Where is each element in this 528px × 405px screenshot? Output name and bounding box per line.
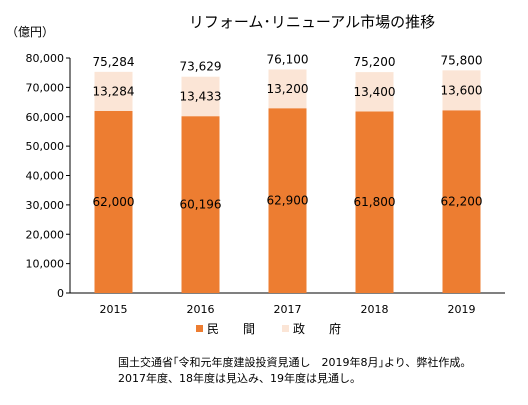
y-tick-label: 50,000 <box>26 140 65 153</box>
data-label: 62,000 <box>93 195 135 209</box>
legend-label: 政 府 <box>293 321 341 336</box>
bar-group: 62,000 13,284 75,284 60,196 13,433 73,629 62,9… <box>93 52 483 294</box>
bar-private <box>442 110 481 293</box>
bar-private <box>94 110 133 293</box>
total-label: 75,800 <box>441 53 483 67</box>
data-label: 62,200 <box>441 195 483 209</box>
y-tick-label: 20,000 <box>26 228 65 241</box>
bar-government <box>181 76 220 117</box>
bar-private <box>181 116 220 293</box>
bar-government <box>268 69 307 109</box>
data-label: 62,900 <box>267 194 309 208</box>
data-label: 13,284 <box>93 84 135 98</box>
forecast-note: 2017年度、18年度は見込み、19年度は見通し。 <box>118 372 361 385</box>
data-label: 13,600 <box>441 83 483 97</box>
data-label: 60,196 <box>180 198 222 212</box>
y-tick-label: 70,000 <box>26 81 65 94</box>
bar-government <box>442 70 481 111</box>
total-label: 76,100 <box>267 52 309 66</box>
y-tick-label: 80,000 <box>26 52 65 65</box>
bar-private <box>268 108 307 293</box>
total-label: 73,629 <box>180 60 222 74</box>
legend: 民 間政 府 <box>196 321 341 336</box>
legend-swatch-government <box>282 325 289 332</box>
data-label: 13,400 <box>354 85 396 99</box>
x-tick-label: 2016 <box>187 303 215 316</box>
y-tick-label: 30,000 <box>26 199 65 212</box>
chart-title: リフォーム･リニューアル市場の推移 <box>189 13 435 31</box>
x-tick-label: 2017 <box>274 303 302 316</box>
legend-label: 民 間 <box>207 322 255 336</box>
total-label: 75,200 <box>354 55 396 69</box>
bar-government <box>94 71 133 111</box>
y-tick-label: 10,000 <box>26 258 65 271</box>
x-tick-label: 2019 <box>448 303 476 316</box>
data-label: 13,433 <box>180 89 222 103</box>
data-label: 61,800 <box>354 195 396 209</box>
y-tick-label: 0 <box>57 287 64 300</box>
y-tick-group: 0 10,000 20,000 30,000 40,000 50,000 60,000 70,… <box>26 52 70 300</box>
bar-private <box>355 111 394 294</box>
y-tick-label: 60,000 <box>26 111 65 124</box>
y-axis-unit-label: （億円） <box>6 25 54 39</box>
x-tick-label: 2018 <box>361 303 389 316</box>
data-label: 13,200 <box>267 82 309 96</box>
x-tick-label: 2015 <box>100 303 128 316</box>
total-label: 75,284 <box>93 55 135 69</box>
legend-swatch-private <box>196 325 203 332</box>
bar-government <box>355 72 394 112</box>
x-tick-group: 2015 2016 2017 2018 2019 <box>100 303 476 316</box>
y-tick-label: 40,000 <box>26 170 65 183</box>
source-note: 国土交通省｢令和元年度建設投資見通し 2019年8月｣より、弊社作成。 <box>118 356 472 369</box>
